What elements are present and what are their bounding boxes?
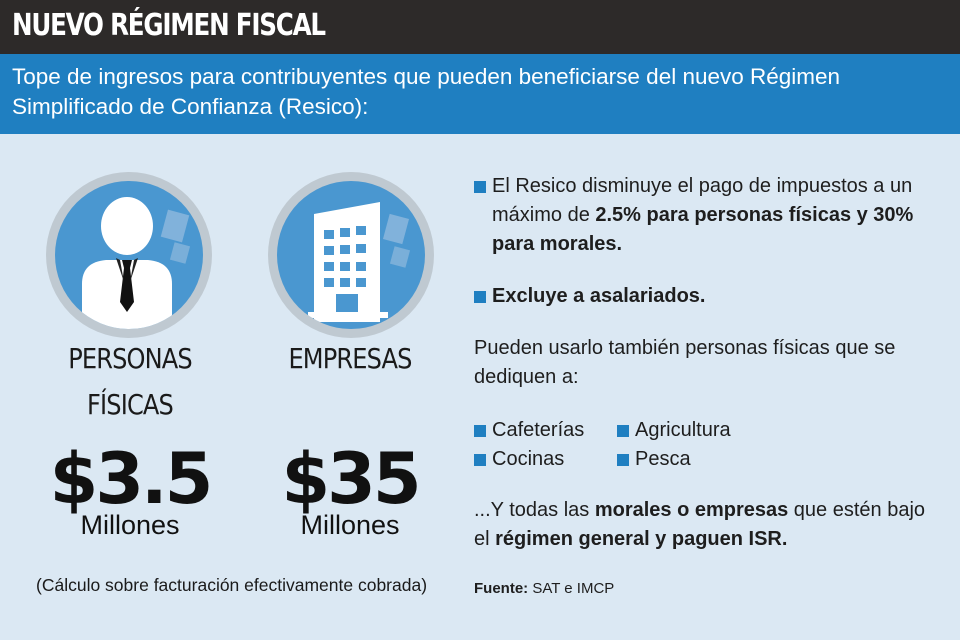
bullet-excluye-text: Excluye a asalariados. — [492, 285, 706, 307]
empresas-unit: Millones — [300, 510, 400, 540]
bullet-resico-bold: 2.5% para personas físicas y 30% para mo… — [492, 204, 914, 255]
personas-unit: Millones — [80, 510, 180, 540]
personas-title-line2: FÍSICAS — [87, 388, 174, 421]
also-text: Pueden usarlo también personas físicas q… — [474, 337, 896, 388]
page-subtitle: Tope de ingresos para contribuyentes que… — [12, 64, 841, 119]
empresas-title-text: EMPRESAS — [288, 342, 412, 375]
calculation-note: (Cálculo sobre facturación efectivamente… — [36, 575, 428, 595]
personas-title: PERSONAS FÍSICAS — [44, 336, 216, 428]
bullet-excluye: Excluye a asalariados. — [492, 282, 705, 311]
bullet-square — [617, 454, 629, 466]
bullet-resico-text: El Resico disminuye el pago de impuestos… — [492, 175, 913, 226]
activity-item: Cafeterías — [492, 419, 585, 441]
bullet-square — [474, 181, 486, 193]
closing-bold2: régimen general y paguen ISR. — [495, 528, 788, 550]
personas-title-line1: PERSONAS — [68, 342, 192, 375]
header-bar: NUEVO RÉGIMEN FISCAL — [0, 0, 960, 54]
page-title: NUEVO RÉGIMEN FISCAL — [12, 8, 326, 43]
bullet-resico: El Resico disminuye el pago de impuestos… — [492, 172, 922, 259]
empresas-title: EMPRESAS — [264, 336, 436, 382]
source-value: SAT e IMCP — [532, 580, 615, 597]
subtitle-bar: Tope de ingresos para contribuyentes que… — [0, 54, 960, 134]
closing-text: ...Y todas las morales o empresas que es… — [474, 496, 944, 554]
activity-item: Pesca — [635, 448, 691, 470]
closing-part2: que estén bajo el — [474, 499, 926, 550]
bullet-square — [474, 291, 486, 303]
closing-part1: ...Y todas las — [474, 499, 595, 521]
bullet-square — [474, 425, 486, 437]
source-label: Fuente: — [474, 580, 529, 597]
activity-item: Agricultura — [635, 419, 731, 441]
empresas-amount: $35 — [281, 438, 421, 520]
bullet-square — [617, 425, 629, 437]
building-icon — [268, 172, 434, 338]
source-line: Fuente: SAT e IMCP — [474, 580, 614, 597]
bullet-square — [474, 454, 486, 466]
closing-bold1: morales o empresas — [594, 499, 789, 521]
person-icon — [46, 172, 212, 338]
activity-item: Cocinas — [492, 448, 565, 470]
personas-amount: $3.5 — [49, 438, 214, 520]
